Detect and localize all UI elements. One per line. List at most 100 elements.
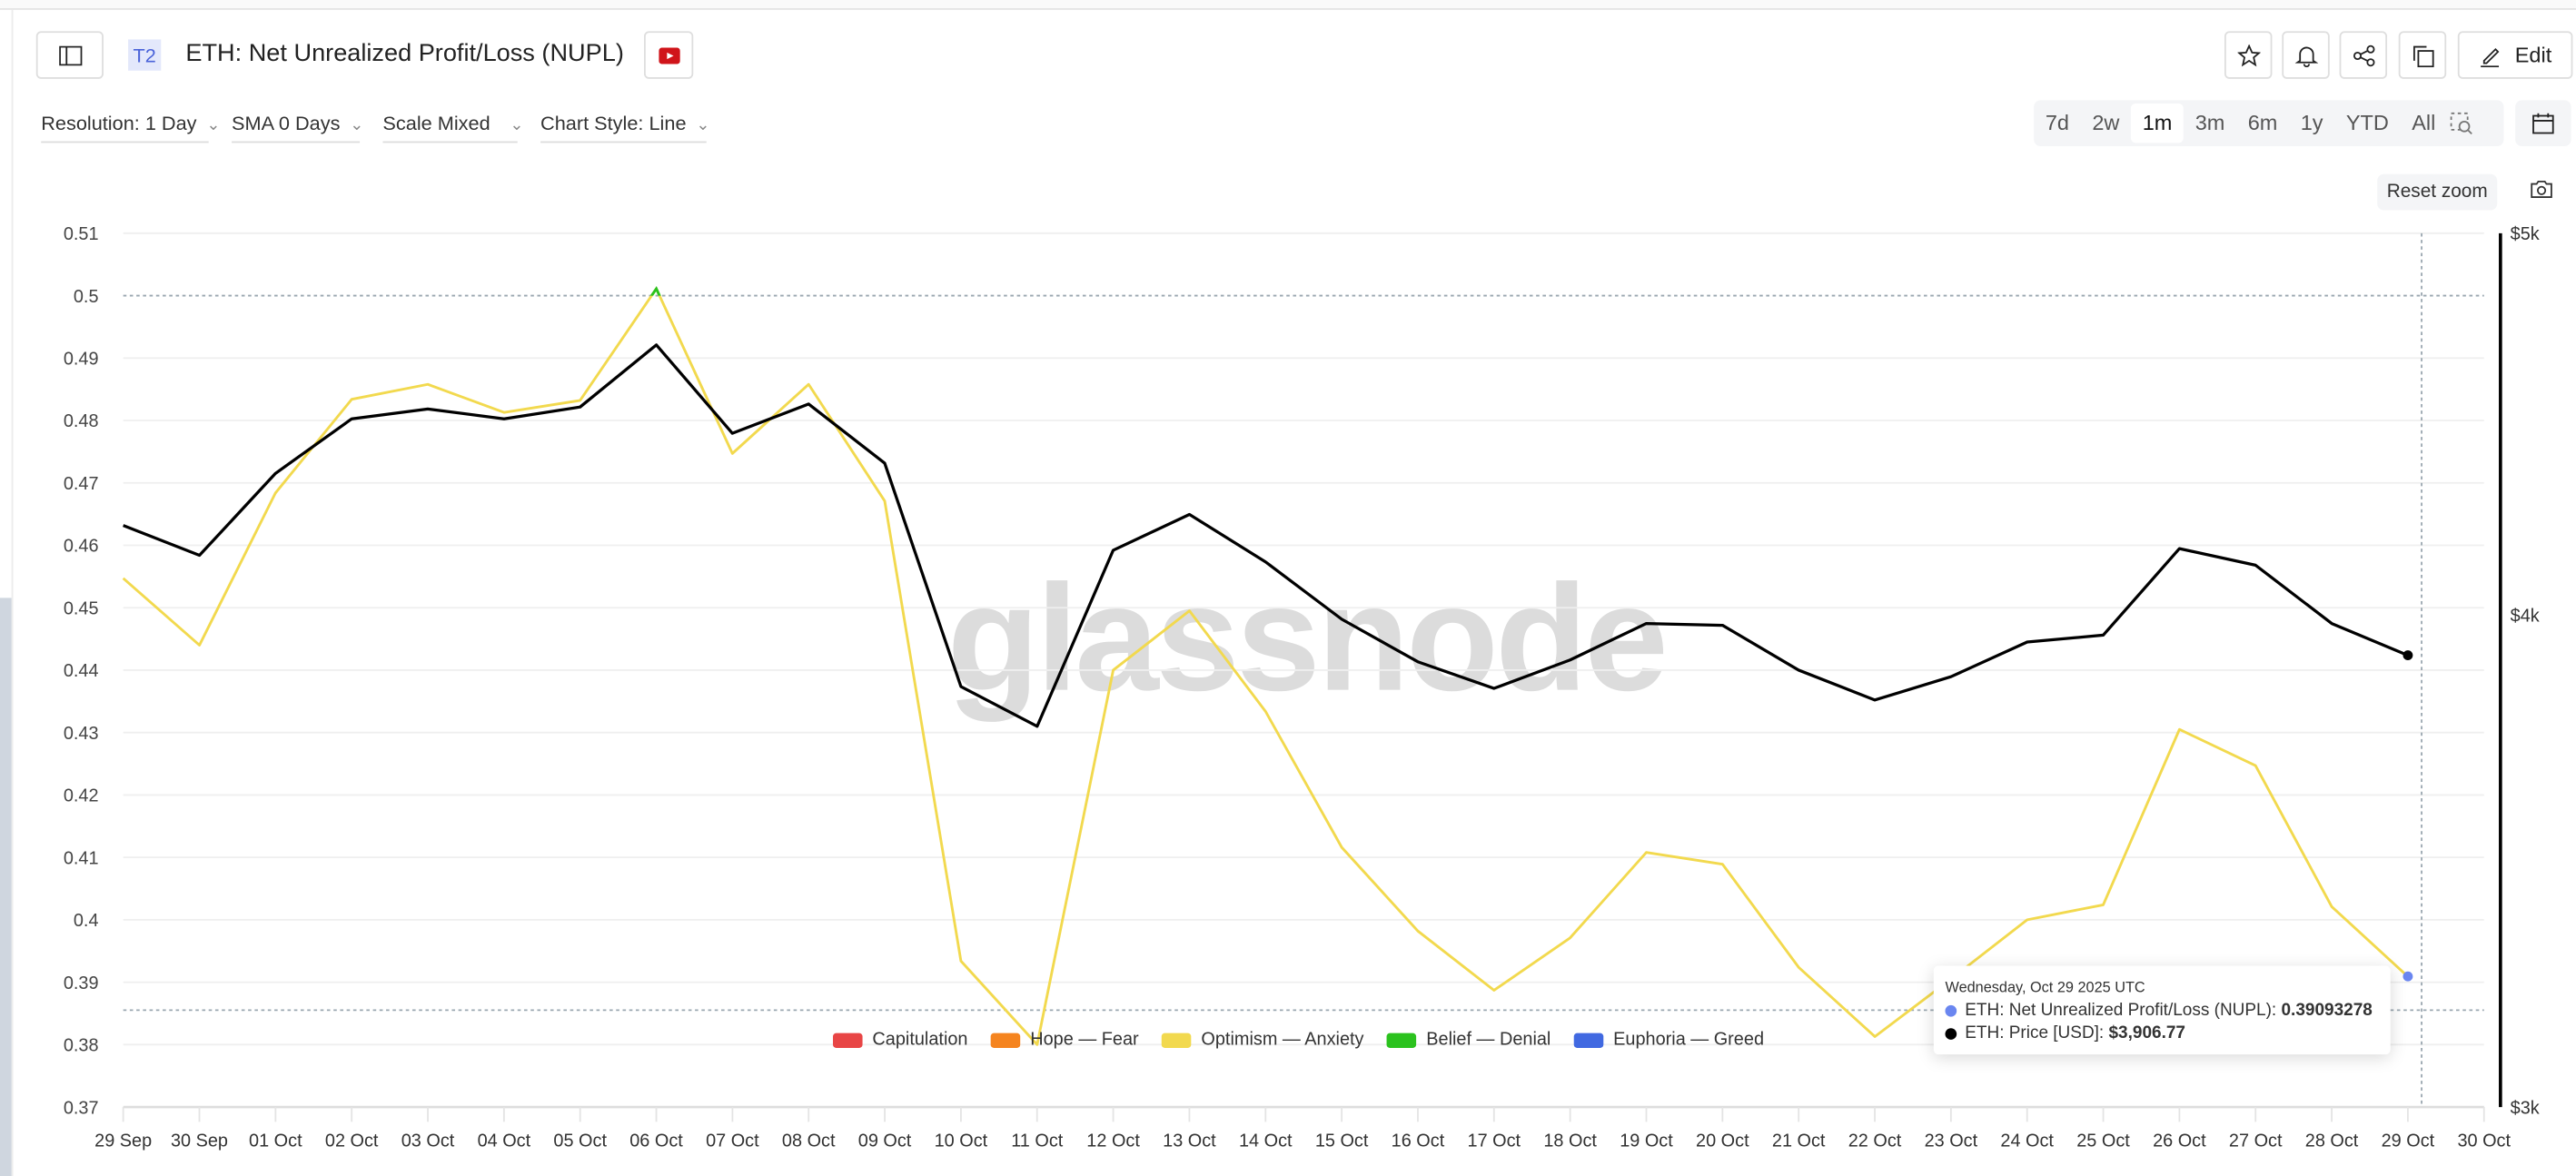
x-tick-label: 16 Oct [1392, 1131, 1445, 1151]
range-1m[interactable]: 1m [2131, 103, 2185, 143]
y-tick-label: 0.51 [64, 224, 99, 244]
price-line [123, 343, 2409, 728]
x-tick-label: 05 Oct [553, 1131, 607, 1151]
right-tick-label: $5k [2511, 224, 2540, 244]
x-tick-label: 10 Oct [935, 1131, 988, 1151]
resolution-value: Resolution: 1 Day [41, 111, 197, 135]
legend-item[interactable]: Belief — Denial [1386, 1030, 1551, 1050]
camera-icon [2531, 180, 2552, 198]
chart-style-dropdown[interactable]: Chart Style: Line ⌄ [540, 111, 710, 143]
y-tick-label: 0.49 [64, 350, 99, 370]
x-tick-label: 21 Oct [1772, 1131, 1826, 1151]
x-tick-label: 08 Oct [782, 1131, 836, 1151]
toggle-sidebar-button[interactable] [35, 31, 104, 79]
tooltip-nupl-label: ETH: Net Unrealized Profit/Loss (NUPL): [1965, 1000, 2282, 1021]
tooltip-nupl-value: 0.39093278 [2281, 1000, 2373, 1021]
sma-value: SMA 0 Days [232, 111, 341, 135]
duplicate-button[interactable] [2398, 31, 2447, 79]
pencil-icon [2480, 47, 2500, 67]
y-tick-label: 0.45 [64, 598, 99, 618]
legend-label: Euphoria — Greed [1613, 1030, 1765, 1050]
legend-swatch [833, 1032, 863, 1048]
legend-swatch [990, 1032, 1021, 1048]
price-dot-icon [1945, 1027, 1957, 1040]
legend-label: Hope — Fear [1030, 1030, 1139, 1050]
sma-dropdown[interactable]: SMA 0 Days ⌄ [232, 111, 363, 143]
tooltip-nupl-row: ETH: Net Unrealized Profit/Loss (NUPL): … [1945, 1000, 2373, 1021]
x-tick-label: 04 Oct [478, 1131, 531, 1151]
x-tick-label: 07 Oct [706, 1131, 759, 1151]
share-icon [2353, 44, 2374, 66]
x-tick-label: 30 Sep [171, 1131, 228, 1151]
legend-item[interactable]: Euphoria — Greed [1573, 1030, 1765, 1050]
range-1y[interactable]: 1y [2300, 110, 2323, 135]
x-tick-label: 30 Oct [2457, 1131, 2511, 1151]
legend-item[interactable]: Optimism — Anxiety [1161, 1030, 1364, 1050]
chevron-down-icon: ⌄ [206, 116, 221, 135]
y-tick-label: 0.44 [64, 661, 99, 681]
date-picker-button[interactable] [2515, 100, 2571, 146]
x-tick-label: 13 Oct [1163, 1131, 1216, 1151]
y-tick-label: 0.47 [64, 474, 99, 494]
y-tick-label: 0.43 [64, 724, 99, 744]
zoom-select-icon[interactable] [2451, 112, 2473, 135]
y-tick-label: 0.41 [64, 848, 99, 868]
y-tick-label: 0.48 [64, 411, 99, 431]
y-tick-label: 0.46 [64, 537, 99, 557]
right-tick-label: $3k [2511, 1098, 2540, 1118]
range-selector: 7d 2w 1m 3m 6m 1y YTD All [2034, 100, 2504, 146]
y-tick-label: 0.42 [64, 786, 99, 806]
range-3m[interactable]: 3m [2195, 110, 2225, 135]
alert-button[interactable] [2282, 31, 2330, 79]
legend-label: Optimism — Anxiety [1201, 1030, 1364, 1050]
x-tick-label: 22 Oct [1848, 1131, 1902, 1151]
y-tick-label: 0.37 [64, 1098, 99, 1118]
edit-label: Edit [2514, 43, 2552, 68]
tier-badge: T2 [128, 39, 162, 71]
share-button[interactable] [2339, 31, 2388, 79]
range-2w[interactable]: 2w [2092, 110, 2120, 135]
range-all[interactable]: All [2412, 110, 2436, 135]
nupl-line [122, 287, 2409, 1046]
legend-swatch [1386, 1032, 1417, 1048]
range-ytd[interactable]: YTD [2345, 110, 2389, 135]
favorite-button[interactable] [2224, 31, 2273, 79]
range-7d[interactable]: 7d [2045, 110, 2070, 135]
y-tick-label: 0.39 [64, 973, 99, 993]
scale-dropdown[interactable]: Scale Mixed ⌄ [382, 112, 524, 143]
chart-style-value: Chart Style: Line [540, 111, 687, 135]
chevron-down-icon: ⌄ [510, 116, 524, 135]
x-tick-label: 19 Oct [1620, 1131, 1673, 1151]
x-tick-label: 06 Oct [629, 1131, 683, 1151]
right-tick-label: $4k [2511, 606, 2540, 626]
y-tick-label: 0.38 [64, 1036, 99, 1056]
screenshot-button[interactable] [2530, 177, 2552, 207]
x-tick-label: 24 Oct [2000, 1131, 2054, 1151]
legend-label: Belief — Denial [1426, 1030, 1551, 1050]
resolution-dropdown[interactable]: Resolution: 1 Day ⌄ [41, 111, 221, 143]
range-6m[interactable]: 6m [2247, 110, 2278, 135]
reset-zoom-button[interactable]: Reset zoom [2377, 173, 2498, 211]
tooltip: Wednesday, Oct 29 2025 UTC ETH: Net Unre… [1933, 965, 2391, 1055]
video-button[interactable] [644, 31, 694, 79]
x-tick-label: 23 Oct [1925, 1131, 1978, 1151]
x-tick-label: 17 Oct [1468, 1131, 1521, 1151]
legend-swatch [1573, 1032, 1604, 1048]
calendar-icon [2532, 113, 2554, 134]
x-tick-label: 27 Oct [2229, 1131, 2283, 1151]
edit-button[interactable]: Edit [2457, 31, 2573, 79]
nupl-point [2403, 971, 2413, 982]
x-tick-label: 02 Oct [325, 1131, 379, 1151]
bell-icon [2294, 45, 2318, 67]
watermark: glassnode [947, 554, 1665, 723]
x-tick-label: 11 Oct [1011, 1131, 1064, 1151]
legend-swatch [1161, 1032, 1192, 1048]
chevron-down-icon: ⌄ [696, 116, 710, 135]
price-point [2403, 650, 2413, 661]
x-tick-label: 28 Oct [2305, 1131, 2359, 1151]
legend-item[interactable]: Hope — Fear [990, 1030, 1139, 1050]
sidebar-scrollbar[interactable] [0, 598, 12, 1176]
copy-icon [2413, 44, 2433, 67]
legend-item[interactable]: Capitulation [833, 1030, 967, 1050]
